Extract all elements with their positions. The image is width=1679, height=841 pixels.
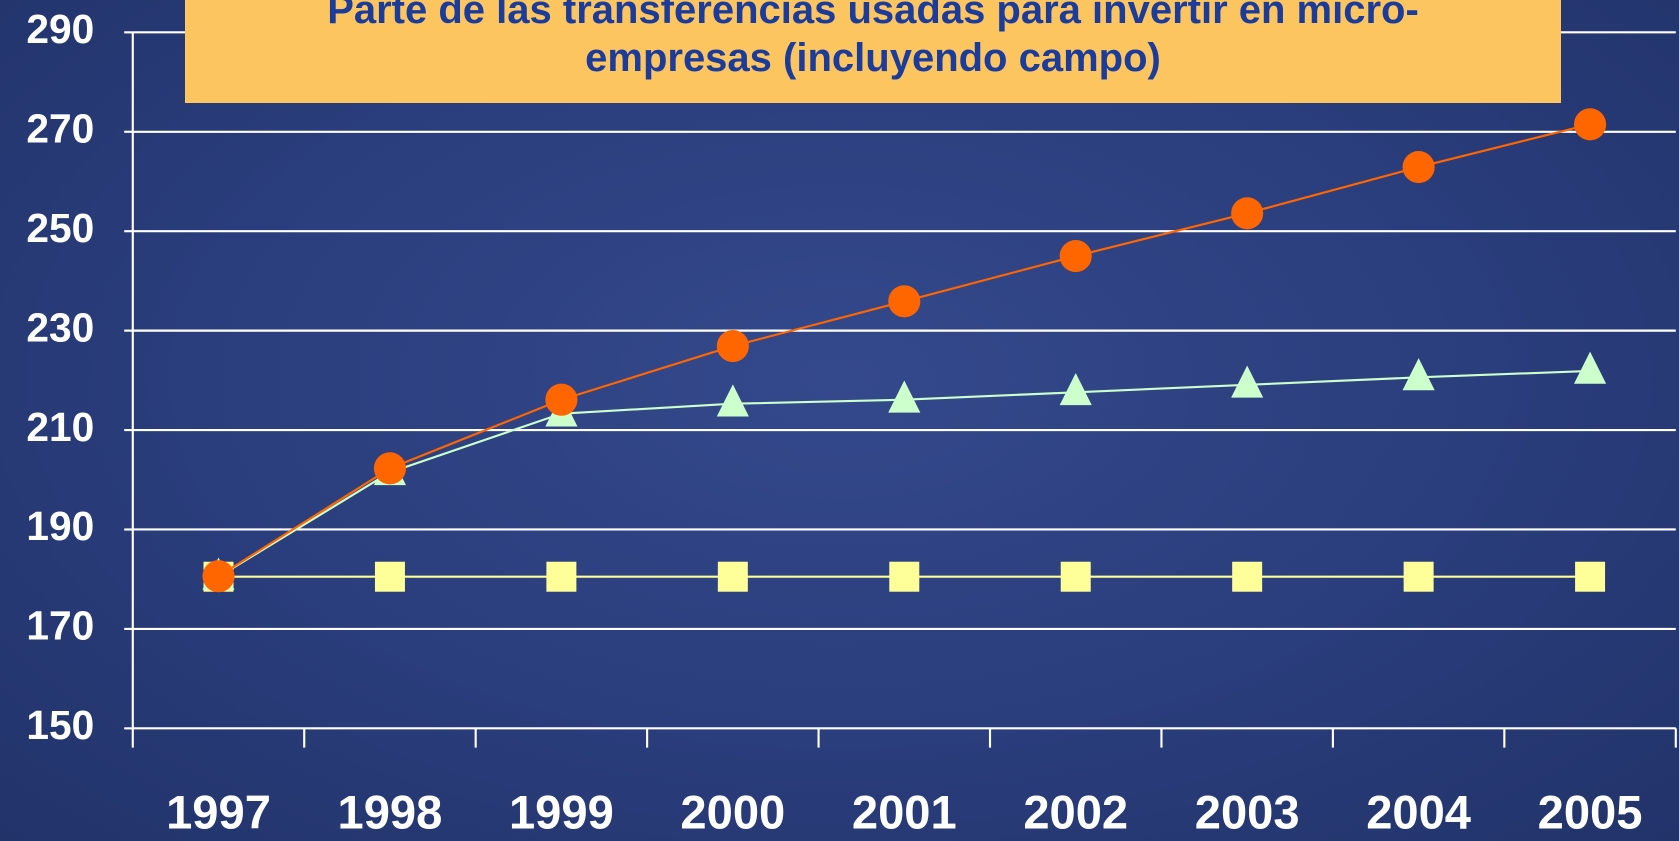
- y-tick-label: 250: [26, 205, 94, 251]
- x-tick-label: 2000: [680, 786, 785, 839]
- x-tick-label: 1998: [338, 786, 443, 839]
- x-tick-label: 2004: [1366, 786, 1471, 839]
- marker: [716, 384, 749, 417]
- marker: [1231, 197, 1264, 230]
- marker: [1231, 365, 1264, 398]
- marker: [1402, 358, 1435, 391]
- marker: [888, 285, 921, 318]
- marker: [202, 560, 235, 593]
- marker: [545, 383, 578, 416]
- marker: [1403, 561, 1434, 592]
- series-line: [217, 123, 1591, 578]
- y-tick-label: 150: [26, 702, 94, 748]
- marker: [888, 380, 921, 413]
- x-tick-label: 2003: [1195, 786, 1300, 839]
- marker: [1574, 351, 1607, 384]
- chart-title: Parte de las transferencias usadas para …: [185, 0, 1561, 103]
- marker: [546, 561, 577, 592]
- y-tick-label: 210: [26, 404, 94, 450]
- marker: [1575, 561, 1606, 592]
- x-tick-label: 1999: [509, 786, 614, 839]
- marker: [889, 561, 920, 592]
- x-tick-label: 2001: [852, 786, 957, 839]
- x-tick-label: 1997: [166, 786, 271, 839]
- marker: [716, 329, 749, 363]
- marker: [1402, 151, 1435, 184]
- x-tick-label: 2005: [1538, 786, 1643, 839]
- y-tick-label: 230: [26, 304, 94, 350]
- x-tick-label: 2002: [1023, 786, 1128, 839]
- marker: [1059, 373, 1092, 406]
- y-tick-label: 290: [26, 6, 94, 52]
- marker: [717, 561, 748, 592]
- marker: [373, 452, 407, 485]
- marker: [1232, 561, 1263, 592]
- marker: [374, 561, 405, 592]
- y-tick-label: 190: [26, 503, 94, 549]
- marker: [1574, 108, 1607, 141]
- y-tick-label: 170: [26, 603, 94, 649]
- marker: [1060, 561, 1091, 592]
- marker: [1059, 239, 1092, 273]
- y-tick-label: 270: [26, 106, 94, 152]
